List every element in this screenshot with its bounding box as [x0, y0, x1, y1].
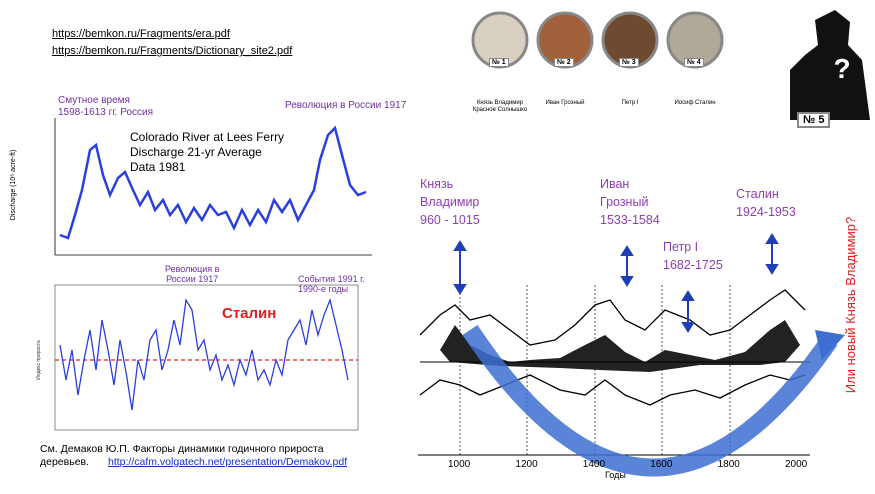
ruler-label: Князь Владимир 960 - 1015: [420, 177, 480, 227]
link[interactable]: https://bemkon.ru/Fragments/era.pdf: [52, 28, 230, 40]
tree-ring-chart: [418, 233, 845, 477]
annotation: 1598-1613 гг. Россия: [58, 107, 154, 118]
x-tick-label: 1200: [515, 459, 538, 470]
x-tick-label: 1400: [582, 459, 606, 470]
chart-title: Colorado River at Lees Ferry: [130, 130, 285, 144]
portrait-caption: Петр I: [621, 100, 639, 106]
svg-text:Индекс прироста: Индекс прироста: [36, 340, 42, 380]
chart-title: Discharge 21-yr Average: [130, 145, 262, 159]
portrait-number: № 4: [684, 58, 704, 67]
growth-chart: Индекс прироста: [36, 284, 359, 431]
y-axis-label: Discharge (10⁶ acre-ft): [10, 150, 17, 221]
link[interactable]: https://bemkon.ru/Fragments/Dictionary_s…: [52, 45, 293, 57]
annotation: События 1991 г. 1990-е годы: [298, 274, 365, 294]
portrait-caption: Иосиф Сталин: [674, 100, 716, 106]
question: Или новый Князь Владимир?: [843, 217, 858, 393]
chart-title: Data 1981: [130, 160, 186, 174]
number-badge: № 5: [797, 112, 831, 128]
river-chart: Discharge (10⁶ acre-ft): [10, 118, 372, 256]
portrait-number: № 3: [619, 58, 639, 67]
portraits: ?: [471, 10, 870, 120]
portrait-number: № 2: [554, 58, 574, 67]
reference-link[interactable]: http://cafm.volgatech.net/presentation/D…: [108, 456, 348, 468]
x-tick-label: 1800: [717, 459, 740, 470]
x-axis-label: Годы: [605, 470, 626, 480]
x-tick-label: 2000: [785, 459, 808, 470]
annotation: Революция в России 1917: [285, 100, 407, 111]
x-tick-label: 1600: [650, 459, 673, 470]
annotation: Смутное время: [58, 95, 130, 106]
portrait-number: № 1: [489, 58, 509, 67]
ruler-label: Иван Грозный 1533-1584: [600, 177, 660, 227]
annotation: Сталин: [222, 305, 277, 322]
ruler-label: Сталин 1924-1953: [736, 187, 796, 219]
portrait-caption: Иван Грозный: [545, 100, 585, 106]
annotation: Революция в России 1917: [165, 264, 220, 284]
reference: См. Демаков Ю.П. Факторы динамики годичн…: [40, 443, 324, 468]
ruler-label: Петр I 1682-1725: [663, 240, 723, 272]
x-tick-label: 1000: [448, 459, 471, 470]
svg-text:?: ?: [833, 53, 850, 84]
portrait-caption: Князь Владимир Красное Солнышко: [472, 100, 528, 113]
